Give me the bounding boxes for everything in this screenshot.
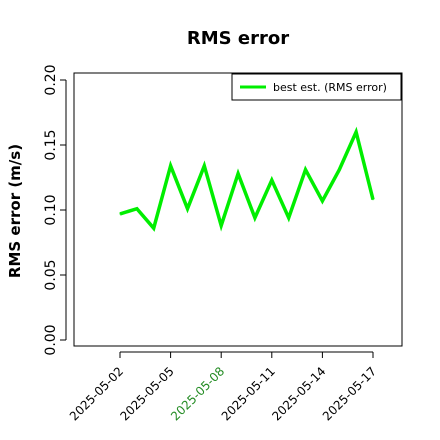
data-point [153, 227, 155, 229]
y-axis: 0.00 0.05 0.10 0.15 0.20 [43, 64, 67, 356]
series-line-best-est [119, 126, 375, 232]
data-point [170, 165, 172, 167]
data-point [254, 217, 256, 219]
series-layer [119, 126, 375, 232]
y-axis-label: RMS error (m/s) [6, 144, 24, 278]
data-point [304, 169, 307, 171]
y-tick-label: 0.10 [43, 194, 59, 225]
x-tick-label: 2025-05-17 [320, 364, 379, 423]
y-tick-label: 0.00 [43, 324, 59, 355]
data-point [136, 208, 138, 210]
data-point [203, 165, 205, 167]
data-point [237, 173, 239, 175]
data-point [338, 169, 340, 171]
data-point [372, 199, 374, 201]
data-point [119, 213, 121, 215]
y-tick-label: 0.20 [43, 64, 59, 95]
x-axis: 2025-05-022025-05-052025-05-082025-05-11… [67, 351, 379, 423]
y-tick-label: 0.05 [43, 259, 59, 290]
data-point [321, 200, 323, 202]
y-tick-label: 0.15 [43, 129, 59, 160]
legend: best est. (RMS error) [231, 73, 402, 101]
data-point [220, 225, 222, 227]
data-point [186, 208, 189, 210]
plot-area-frame [73, 72, 403, 347]
data-point [271, 179, 273, 181]
chart-title: RMS error [187, 28, 289, 49]
legend-label-best-est: best est. (RMS error) [273, 81, 387, 94]
data-point [355, 131, 357, 133]
data-point [288, 217, 290, 219]
